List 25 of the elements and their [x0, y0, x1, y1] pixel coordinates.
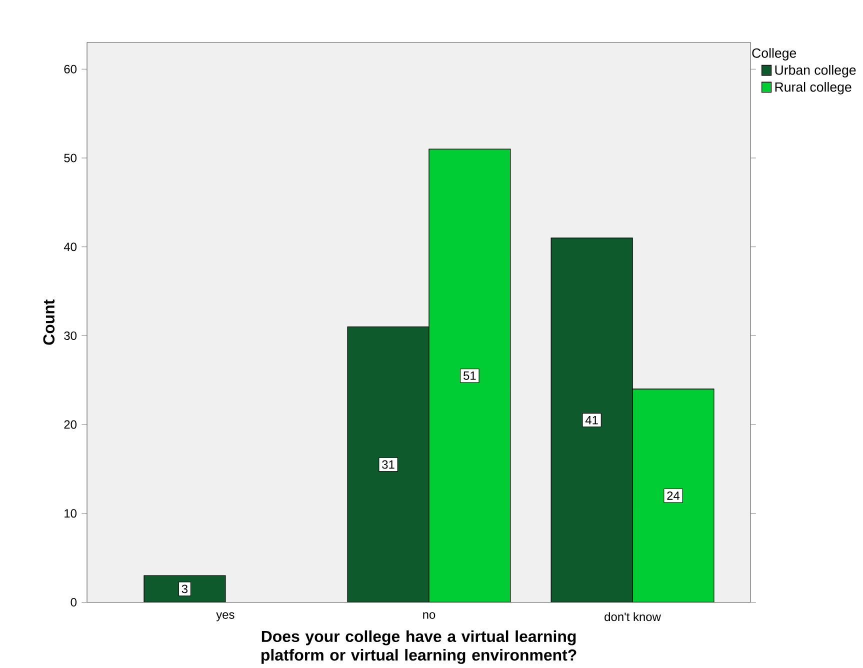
y-tick-label: 40	[64, 242, 77, 251]
y-axis-title: Count	[43, 299, 55, 345]
y-tick-label: 60	[64, 64, 77, 74]
bar	[347, 326, 430, 602]
y-tick-label: 20	[64, 420, 77, 429]
x-axis-title: Does your college have a virtual learning platform or virtual learning environment?	[262, 630, 576, 664]
y-tick-label: 50	[64, 154, 77, 162]
y-tick-label: 10	[64, 508, 77, 518]
data-label: 31	[382, 460, 394, 469]
y-tick-label: 30	[64, 331, 77, 340]
legend-label: Rural college	[775, 82, 852, 94]
data-label: 24	[667, 491, 680, 500]
x-tick-label: don't know	[604, 612, 661, 621]
data-label: 51	[464, 371, 476, 380]
x-tick-label: yes	[216, 612, 234, 622]
bar	[144, 575, 226, 602]
bar	[632, 388, 714, 602]
y-tick-label: 0	[70, 598, 77, 606]
data-label: 3	[182, 584, 188, 594]
bar	[550, 237, 633, 602]
legend-title: College	[752, 48, 796, 60]
bar	[428, 148, 511, 602]
x-tick-label: no	[423, 612, 436, 619]
data-label: 41	[585, 416, 598, 424]
legend-label: Urban college	[775, 64, 856, 78]
